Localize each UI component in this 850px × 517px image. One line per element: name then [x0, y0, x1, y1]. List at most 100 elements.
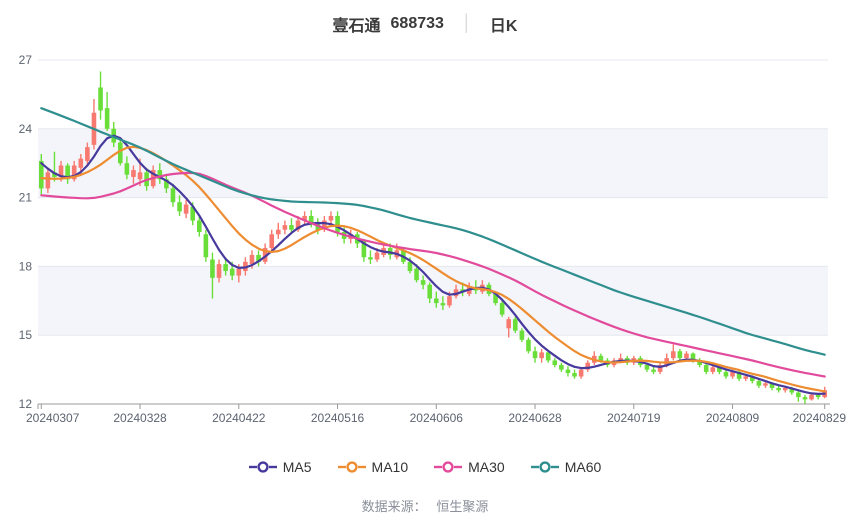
- candle-body: [71, 165, 77, 180]
- legend-item-ma30[interactable]: MA30: [434, 459, 505, 475]
- candle-body: [131, 170, 136, 177]
- candle-body: [249, 254, 255, 265]
- candle-up: [262, 243, 268, 265]
- candle-down: [124, 156, 130, 180]
- candle-down: [157, 163, 163, 184]
- legend-label: MA10: [371, 459, 409, 475]
- candle-up: [578, 367, 584, 379]
- candle-body: [262, 248, 268, 262]
- legend-marker-circle: [442, 461, 454, 473]
- candle-down: [203, 229, 209, 262]
- candle-body: [275, 229, 281, 235]
- candle-down: [526, 337, 531, 354]
- candle-up: [45, 167, 51, 194]
- candle-body: [802, 397, 808, 400]
- candle-body: [585, 362, 591, 370]
- legend-item-ma5[interactable]: MA5: [248, 459, 312, 475]
- candle-down: [545, 351, 551, 363]
- candle-body: [578, 369, 584, 377]
- candle-body: [697, 360, 702, 366]
- candle-body: [183, 204, 189, 214]
- candle-body: [407, 261, 413, 271]
- plot-band: [38, 128, 828, 198]
- candle-down: [565, 366, 571, 377]
- candle-down: [98, 71, 103, 120]
- candle-body: [117, 142, 123, 164]
- candle-body: [302, 215, 307, 221]
- candle-body: [203, 234, 209, 258]
- x-axis-label: 20240829: [793, 411, 847, 425]
- candle-body: [539, 352, 544, 359]
- candle-body: [98, 87, 103, 111]
- candle-body: [776, 387, 781, 391]
- candle-down: [703, 363, 709, 375]
- candle-down: [519, 328, 525, 343]
- candle-body: [124, 163, 130, 175]
- candle-down: [532, 346, 538, 363]
- candle-body: [45, 172, 51, 189]
- candle-up: [282, 220, 288, 235]
- candle-down: [170, 183, 176, 207]
- candle-down: [677, 348, 683, 361]
- candle-down: [440, 296, 446, 310]
- candle-body: [519, 330, 525, 340]
- source-name: 恒生聚源: [436, 499, 489, 514]
- candle-body: [78, 158, 84, 168]
- candle-up: [710, 365, 716, 375]
- candle-body: [743, 376, 749, 379]
- candle-body: [782, 387, 788, 391]
- candle-up: [822, 386, 828, 399]
- candle-body: [552, 360, 558, 366]
- candle-down: [52, 151, 57, 182]
- candle-down: [210, 252, 215, 299]
- ma30-line: [40, 171, 826, 378]
- candle-body: [38, 160, 44, 189]
- candle-down: [433, 291, 439, 308]
- candle-down: [38, 154, 44, 196]
- candle-body: [710, 367, 716, 372]
- candle-down: [796, 390, 801, 402]
- candle-body: [565, 369, 571, 374]
- x-axis-label: 20240628: [508, 411, 562, 425]
- candle-down: [256, 250, 261, 267]
- candle-body: [368, 257, 373, 260]
- legend-label: MA60: [564, 459, 602, 475]
- candle-body: [170, 188, 176, 203]
- candle-body: [308, 215, 314, 223]
- legend-item-ma60[interactable]: MA60: [530, 459, 602, 475]
- candle-body: [736, 371, 742, 379]
- y-axis-label: 24: [19, 122, 33, 136]
- candle-body: [137, 172, 143, 180]
- candle-body: [796, 392, 801, 398]
- period-label: 日K: [489, 18, 518, 35]
- candle-body: [618, 358, 623, 361]
- candle-body: [374, 252, 380, 260]
- candle-body: [322, 220, 327, 230]
- legend-label: MA30: [468, 459, 505, 475]
- grid-lines: [38, 59, 828, 405]
- candle-body: [749, 376, 755, 382]
- legend-item-ma10[interactable]: MA10: [337, 459, 409, 475]
- candle-body: [58, 165, 64, 177]
- candle-up: [269, 229, 275, 251]
- ma60-line: [40, 107, 826, 356]
- candle-body: [229, 268, 235, 276]
- candle-body: [427, 284, 433, 299]
- x-axis-label: 20240307: [26, 411, 80, 425]
- candle-up: [183, 199, 189, 219]
- candle-body: [460, 289, 465, 292]
- candle-down: [572, 369, 577, 379]
- candle-body: [717, 367, 722, 372]
- candle-up: [216, 259, 222, 283]
- candle-down: [776, 385, 781, 393]
- candle-up: [302, 211, 307, 226]
- candle-down: [289, 218, 294, 232]
- candle-body: [420, 280, 426, 285]
- y-axis-label: 12: [19, 397, 33, 411]
- candle-body: [236, 268, 242, 276]
- y-axis-label: 15: [19, 328, 33, 342]
- candle-body: [282, 225, 288, 230]
- candle-body: [52, 172, 57, 177]
- candle-down: [697, 358, 702, 368]
